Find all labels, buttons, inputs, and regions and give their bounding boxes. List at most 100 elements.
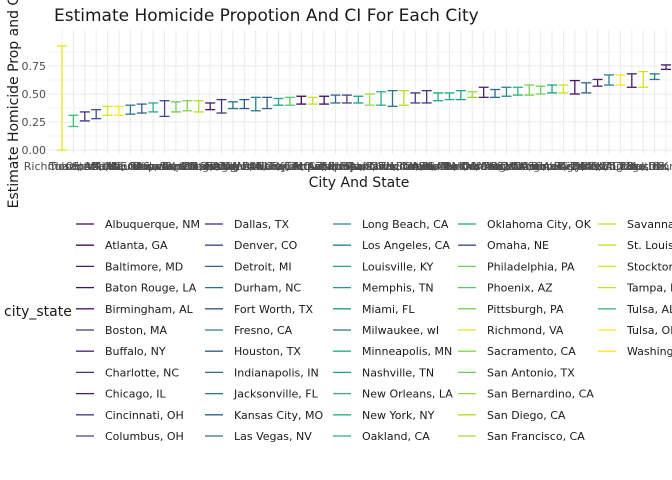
legend-item: Columbus, OH (76, 430, 184, 443)
legend-item: San Diego, CA (458, 409, 566, 422)
error-bar (455, 89, 466, 101)
legend-label: Omaha, NE (487, 239, 549, 252)
x-tick-label: Tulsa, OK (617, 160, 669, 173)
error-bar (626, 73, 637, 88)
error-bar (68, 114, 79, 128)
legend-item: Savannah, GA (598, 218, 672, 231)
legend-item: New York, NY (333, 409, 435, 422)
error-bar (444, 92, 455, 101)
error-bar (273, 97, 284, 106)
x-tick-label: Louisville, KY (402, 160, 474, 173)
x-tick-label: Milwaukee, wI (92, 160, 169, 173)
error-bar (638, 70, 649, 88)
x-tick-label: Cincinnati, OH (376, 160, 455, 173)
error-bar (376, 91, 387, 106)
legend-label: Fort Worth, TX (234, 303, 313, 316)
legend-item: Oakland, CA (333, 430, 430, 443)
x-tick-label: Buffalo, NY (191, 160, 252, 173)
error-bar (296, 95, 307, 105)
legend-label: Los Angeles, CA (362, 239, 450, 252)
legend-label: Indianapolis, IN (234, 366, 319, 379)
x-tick-label: Boston, MA (396, 160, 459, 173)
x-tick-label: Tulsa, AL (48, 160, 98, 173)
error-bar (387, 89, 398, 107)
legend-item: Tulsa, OK (598, 324, 672, 337)
legend-label: Charlotte, NC (105, 366, 179, 379)
legend-item: Dallas, TX (205, 218, 290, 231)
error-bar (113, 105, 124, 116)
legend-label: Dallas, TX (234, 218, 290, 231)
legend-label: Long Beach, CA (362, 218, 449, 231)
legend-label: Tulsa, OK (626, 324, 672, 337)
x-axis-title: City And State (309, 175, 410, 191)
legend-label: Memphis, TN (362, 282, 434, 295)
x-tick-label: San Bernardino, CA (419, 160, 526, 173)
legend-label: Albuquerque, NM (105, 218, 200, 231)
legend-label: Nashville, TN (362, 366, 434, 379)
legend-item: Louisville, KY (333, 260, 434, 273)
legend-item: Philadelphia, PA (458, 260, 575, 273)
legend-label: Pittsburgh, PA (487, 303, 564, 316)
y-axis-title: Estimate Homicide Prop and CI (6, 0, 22, 208)
legend-label: Richmond, VA (487, 324, 564, 337)
legend-label: Fresno, CA (234, 324, 293, 337)
error-bar (182, 100, 193, 112)
x-tick-label: Dallas, TX (570, 160, 626, 173)
error-bar (524, 84, 535, 96)
legend-label: San Bernardino, CA (487, 388, 594, 401)
x-tick-label: Birmingham, AL (531, 160, 620, 173)
x-tick-label: Richmond, VA (24, 160, 101, 173)
legend-label: Louisville, KY (362, 260, 434, 273)
x-tick-label: San Francisco, CA (321, 160, 419, 173)
x-tick-label: Columbus, OH (308, 160, 387, 173)
legend-item: Albuquerque, NM (76, 218, 200, 231)
legend-label: Boston, MA (105, 324, 168, 337)
legend-item: Charlotte, NC (76, 366, 179, 379)
error-bar (569, 79, 580, 95)
legend-item: Stockton, CA (598, 260, 672, 273)
error-bar (193, 100, 204, 113)
x-tick-label: San Diego, CA (160, 160, 239, 173)
legend-title: city_state (4, 304, 72, 320)
error-bar (91, 109, 102, 120)
error-bar (239, 98, 250, 110)
legend-label: Milwaukee, wI (362, 324, 439, 337)
legend-item: Las Vegas, NV (205, 430, 312, 443)
x-tick-label: Stockton, CA (72, 160, 143, 173)
error-bar (57, 45, 67, 151)
legend-label: Buffalo, NY (105, 345, 166, 358)
error-bar (535, 85, 546, 95)
error-bar (262, 96, 273, 110)
x-tick-label: Washington, DC (577, 160, 665, 173)
x-tick-label: Las Vegas, NV (194, 160, 272, 173)
error-bar (79, 111, 90, 122)
error-bar (661, 64, 671, 71)
x-tick-label: Fresno, CA (580, 160, 639, 173)
x-tick-label: Atlanta, GA (293, 160, 356, 173)
error-bar (398, 89, 409, 106)
x-tick-label: Charlotte, NC (48, 160, 122, 173)
x-tick-label: Indianapolis, IN (293, 160, 378, 173)
x-tick-label: Baltimore, MD (445, 160, 523, 173)
legend-label: Baton Rouge, LA (105, 282, 197, 295)
error-bars (57, 45, 671, 151)
x-tick-label: Denver, CO (133, 160, 197, 173)
legend-label: Kansas City, MO (234, 409, 323, 422)
error-bar (512, 86, 523, 96)
x-tick-label: Miami, FL (252, 160, 305, 173)
x-tick-label: San Antonio, TX (497, 160, 585, 173)
legend-label: Oakland, CA (362, 430, 430, 443)
x-tick-label: Philadelphia, PA (132, 160, 220, 173)
error-bar (604, 74, 615, 86)
error-bar (353, 95, 364, 104)
legend-item: Tampa, FL (598, 282, 672, 295)
x-tick-label: Tampa, FL (284, 160, 341, 173)
error-bar (649, 73, 660, 81)
error-bar (159, 100, 170, 118)
legend-item: Tulsa, AL (598, 303, 672, 316)
legend-item: San Antonio, TX (458, 366, 575, 379)
error-bar (250, 96, 261, 112)
grid-lines (48, 30, 672, 154)
